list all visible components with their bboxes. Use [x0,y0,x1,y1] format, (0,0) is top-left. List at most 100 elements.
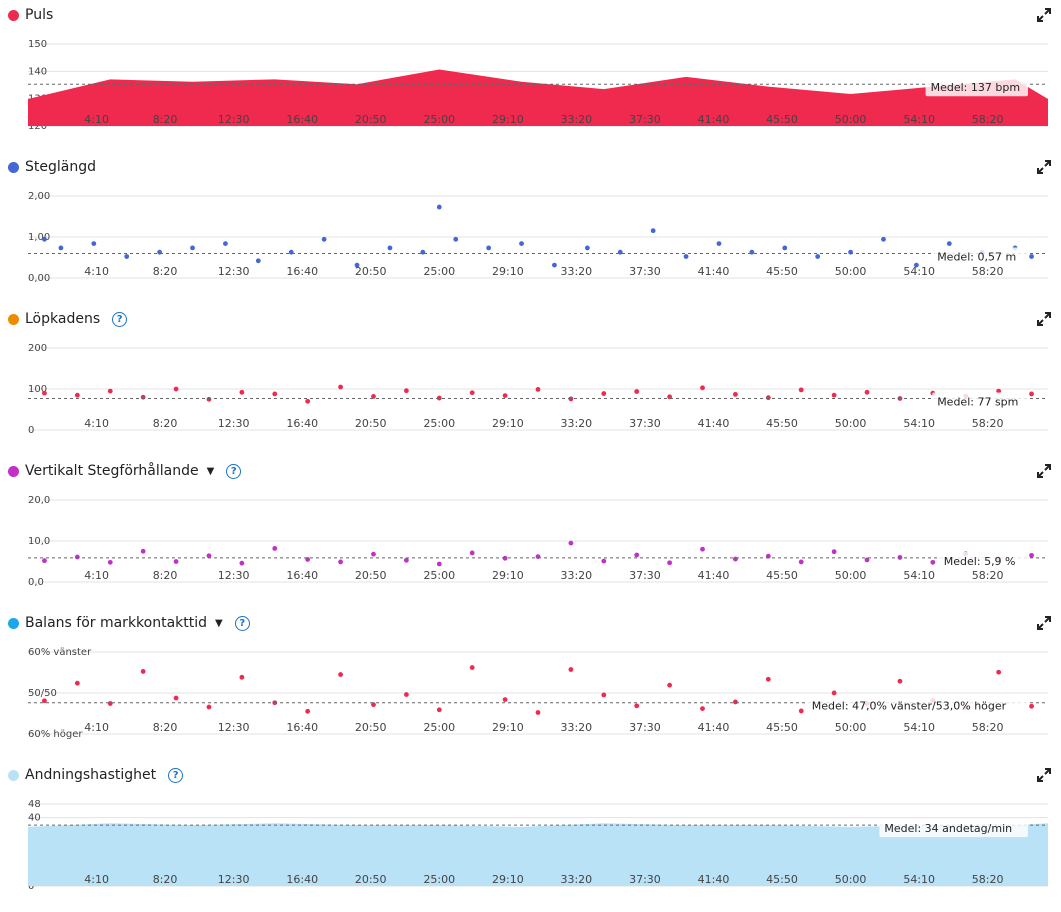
data-point [733,699,738,705]
x-tick-label: 45:50 [766,569,798,582]
x-tick-label: 58:20 [972,569,1004,582]
help-icon[interactable]: ? [234,615,250,631]
chart-panel-vertikalt: Vertikalt Stegförhållande ▼ ? 20,0 10,0 0,… [0,456,1061,608]
legend-dot [8,465,19,477]
x-tick-label: 8:20 [153,417,178,430]
x-tick-label: 58:20 [972,113,1004,126]
data-point [321,236,327,242]
x-tick-label: 58:20 [972,265,1004,278]
x-tick-label: 29:10 [492,569,524,582]
y-tick-label: 60% höger [28,729,83,740]
expand-icon[interactable] [1037,312,1051,326]
data-point [798,708,804,714]
data-point [946,241,952,246]
x-tick-label: 8:20 [153,113,178,126]
x-tick-label: 33:20 [560,569,592,582]
help-icon[interactable]: ? [168,767,184,783]
data-point [173,559,179,564]
expand-icon[interactable] [1037,768,1051,782]
expand-icon[interactable] [1037,160,1051,174]
panel-title: Puls [25,7,54,23]
x-tick-label: 12:30 [218,721,250,734]
data-point [535,387,541,392]
data-point [617,249,623,255]
data-point [601,391,607,396]
x-tick-label: 12:30 [218,113,250,126]
chart-panel-puls: Puls 1501401301204:108:2012:3016:4020:50… [0,0,1061,152]
x-tick-label: 33:20 [560,721,592,734]
data-point [502,555,508,561]
data-point [897,678,903,684]
x-tick-label: 50:00 [835,873,867,886]
x-tick-label: 16:40 [286,569,318,582]
panel-header: Andningshastighet ? [8,764,184,786]
panel-header: Puls [8,4,53,26]
mean-label-bg [925,78,1028,97]
data-point [519,241,524,246]
x-tick-label: 4:10 [84,569,109,582]
x-tick-label: 20:50 [355,873,387,886]
expand-icon[interactable] [1037,464,1051,478]
data-point [42,558,47,564]
expand-icon[interactable] [1037,616,1051,630]
expand-icon[interactable] [1037,8,1051,22]
area-series [28,69,1048,126]
panel-title: Löpkadens [25,311,101,327]
data-point [831,549,837,555]
x-tick-label: 54:10 [903,873,935,886]
data-point [568,667,574,672]
data-point [634,389,640,394]
y-tick-label: 20,0 [28,495,50,506]
panel-title: Steglängd [25,159,96,175]
y-tick-label: 0,00 [28,273,50,284]
x-tick-label: 45:50 [766,265,798,278]
x-tick-label: 37:30 [629,113,661,126]
x-tick-label: 41:40 [698,417,730,430]
data-point [700,706,705,711]
data-point [831,690,837,696]
x-tick-label: 4:10 [84,417,109,430]
x-tick-label: 37:30 [629,569,661,582]
help-icon[interactable]: ? [226,463,242,479]
x-tick-label: 58:20 [972,873,1004,886]
data-point [74,392,80,398]
x-tick-label: 12:30 [218,265,250,278]
data-point [469,665,475,670]
x-tick-label: 16:40 [286,113,318,126]
caret-down-icon[interactable]: ▼ [215,617,223,629]
data-point [338,384,343,390]
data-point [140,669,146,674]
x-tick-label: 45:50 [766,873,798,886]
data-point [700,385,705,391]
x-tick-label: 29:10 [492,721,524,734]
help-icon[interactable]: ? [112,311,128,327]
x-tick-label: 16:40 [286,265,318,278]
x-tick-label: 37:30 [629,417,661,430]
y-tick-label: 2,00 [28,191,50,202]
x-tick-label: 41:40 [698,873,730,886]
x-tick-label: 25:00 [423,417,455,430]
data-point [338,559,343,565]
data-point [371,551,376,557]
mean-label-bg [806,696,1028,715]
data-point [305,398,311,404]
x-tick-label: 16:40 [286,873,318,886]
y-tick-label: 120 [28,121,47,132]
x-tick-label: 54:10 [903,721,935,734]
x-tick-label: 37:30 [629,873,661,886]
data-point [453,236,459,242]
caret-down-icon[interactable]: ▼ [206,465,215,477]
y-tick-label: 60% vänster [28,647,92,658]
y-tick-label: 200 [28,343,47,354]
data-point [667,682,673,688]
x-tick-label: 54:10 [903,265,935,278]
legend-dot [8,9,19,21]
x-tick-label: 41:40 [698,265,730,278]
data-point [502,697,508,702]
mean-label-bg [932,392,1028,411]
x-tick-label: 29:10 [492,417,524,430]
data-point [173,386,179,392]
chart-panel-steglangd: Steglängd 2,00 1,00 0,00 4:10 8:20 12:30 16:40… [0,152,1061,304]
data-point [107,559,113,565]
y-tick-label: 48 [28,799,41,810]
